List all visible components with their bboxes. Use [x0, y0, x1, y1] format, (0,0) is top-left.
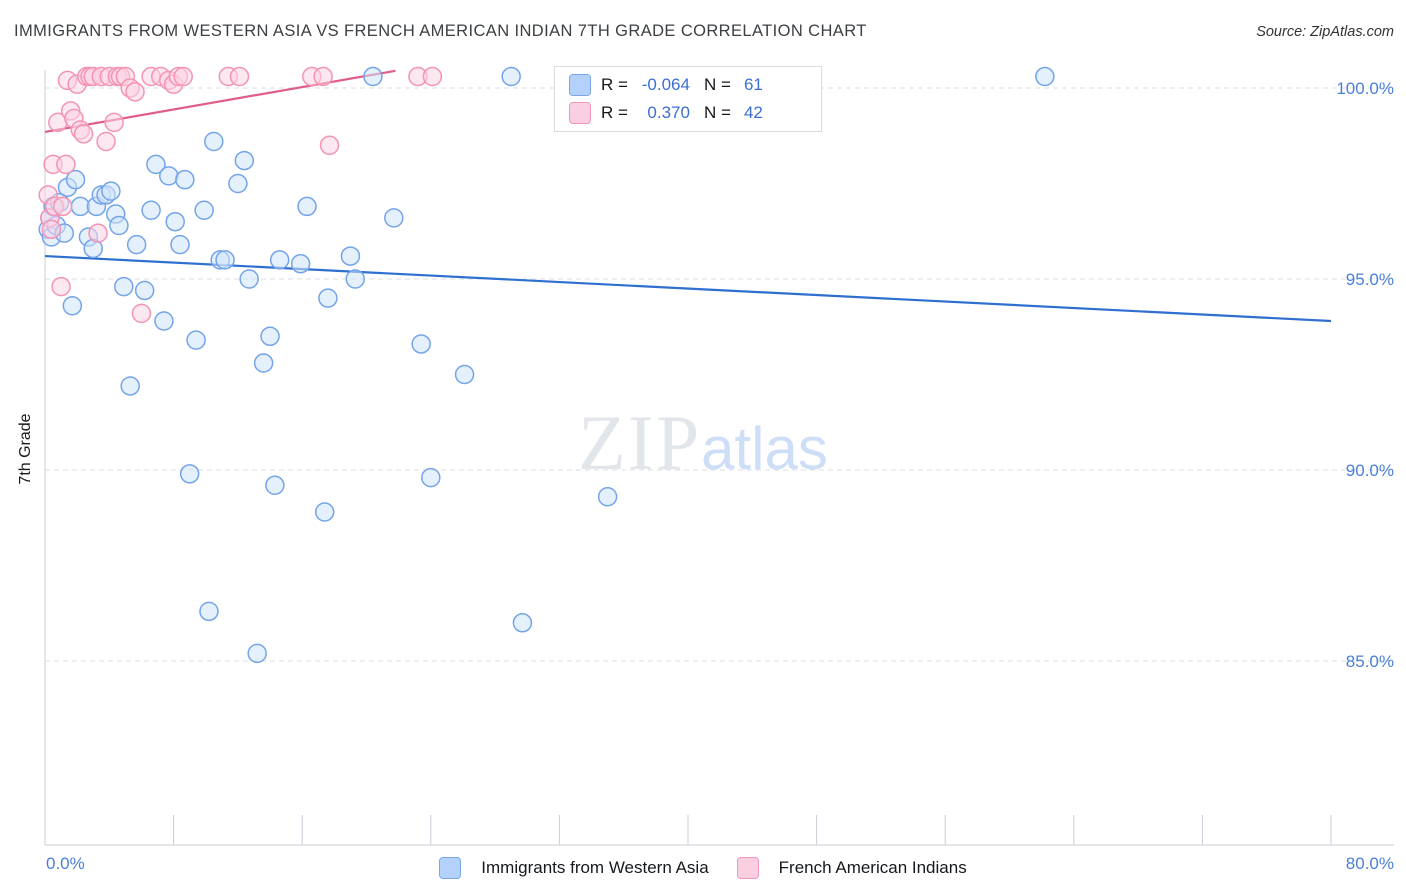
pink-r-value: 0.370 — [647, 103, 690, 122]
scatter-point-pink — [104, 112, 124, 133]
stats-row-pink: R = 0.370 N = 42 — [569, 102, 807, 124]
scatter-point-blue — [253, 353, 274, 373]
y-tick-label: 85.0% — [1346, 652, 1394, 671]
scatter-point-blue — [65, 169, 86, 190]
scatter-point-pink — [319, 135, 340, 156]
scatter-point-pink — [131, 303, 152, 324]
scatter-point-blue — [204, 131, 224, 152]
scatter-point-blue — [159, 166, 179, 186]
scatter-point-blue — [70, 196, 91, 217]
bottom-axis-bar: 0.0% Immigrants from Western Asia French… — [0, 850, 1406, 886]
y-tick-label: 95.0% — [1346, 270, 1394, 289]
scatter-point-blue — [215, 250, 235, 270]
scatter-point-blue — [120, 376, 140, 396]
x-axis-min-label: 0.0% — [46, 854, 85, 873]
scatter-point-blue — [114, 276, 134, 297]
trend-line — [44, 69, 396, 134]
scatter-point-blue — [62, 295, 83, 316]
scatter-point-blue — [269, 250, 290, 270]
scatter-point-blue — [154, 311, 174, 331]
pink-series-swatch — [569, 102, 591, 124]
scatter-point-pink — [229, 66, 250, 87]
source-attribution: Source: ZipAtlas.com — [1256, 24, 1394, 40]
scatter-point-pink — [88, 223, 108, 243]
scatter-point-blue — [421, 467, 441, 488]
scatter-point-blue — [345, 269, 365, 289]
scatter-point-blue — [384, 208, 404, 228]
scatter-point-pink — [422, 66, 443, 87]
scatter-point-blue — [597, 486, 618, 507]
scatter-point-blue — [186, 330, 206, 350]
scatter-point-blue — [194, 200, 214, 220]
scatter-point-blue — [101, 181, 121, 201]
scatter-point-pink — [96, 131, 116, 152]
scatter-point-blue — [228, 173, 248, 194]
scatter-point-blue — [175, 169, 195, 190]
scatter-point-blue — [109, 215, 129, 236]
scatter-point-blue — [297, 196, 317, 217]
scatter-point-pink — [125, 82, 145, 102]
scatter-point-blue — [141, 200, 161, 220]
scatter-point-blue — [170, 234, 190, 255]
scatter-point-blue — [454, 364, 475, 385]
scatter-point-pink — [51, 276, 71, 297]
scatter-point-blue — [199, 601, 219, 622]
scatter-point-blue — [247, 643, 267, 664]
series-legend: Immigrants from Western Asia French Amer… — [0, 850, 1406, 886]
legend-pink-swatch-icon — [736, 857, 759, 879]
scatter-point-blue — [512, 613, 533, 633]
stats-legend-box: R = -0.064 N = 61 R = 0.370 N = 42 — [554, 66, 822, 132]
scatter-point-blue — [1035, 66, 1055, 87]
page-title: IMMIGRANTS FROM WESTERN ASIA VS FRENCH A… — [14, 22, 867, 40]
blue-n-label: N = — [703, 75, 731, 94]
scatter-point-blue — [363, 66, 383, 87]
scatter-point-blue — [411, 334, 431, 354]
blue-series-swatch — [569, 74, 591, 96]
trend-line — [44, 254, 1332, 323]
pink-n-label: N = — [703, 103, 731, 122]
scatter-point-pink — [173, 66, 193, 87]
y-tick-label: 100.0% — [1336, 79, 1394, 98]
scatter-point-blue — [265, 475, 285, 496]
stats-row-blue: R = -0.064 N = 61 — [569, 74, 807, 96]
scatter-point-pink — [73, 124, 94, 144]
pink-r-label: R = — [601, 103, 628, 122]
scatter-point-blue — [234, 150, 255, 171]
scatter-point-blue — [146, 154, 166, 175]
scatter-point-blue — [260, 326, 280, 347]
scatter-point-blue — [318, 288, 338, 308]
scatter-point-blue — [314, 502, 335, 522]
scatter-point-blue — [340, 246, 361, 266]
scatter-point-blue — [179, 464, 200, 484]
scatter-point-blue — [239, 269, 259, 289]
scatter-point-pink — [313, 66, 333, 87]
blue-r-value: -0.064 — [641, 75, 690, 94]
scatter-point-blue — [126, 234, 147, 255]
scatter-point-blue — [290, 253, 311, 274]
y-tick-label: 90.0% — [1346, 461, 1394, 480]
legend-pink-label: French American Indians — [778, 858, 967, 877]
legend-entry-pink: French American Indians — [736, 857, 967, 879]
legend-blue-swatch-icon — [439, 857, 462, 879]
x-axis-max-label: 80.0% — [1345, 854, 1394, 873]
legend-entry-blue: Immigrants from Western Asia — [439, 857, 709, 879]
scatter-point-blue — [134, 280, 155, 301]
y-axis-title: 7th Grade — [17, 413, 34, 485]
scatter-point-pink — [41, 219, 62, 240]
blue-n-value: 61 — [743, 75, 763, 94]
scatter-point-blue — [165, 211, 185, 232]
scatter-point-blue — [501, 66, 521, 87]
pink-n-value: 42 — [743, 103, 763, 122]
legend-blue-label: Immigrants from Western Asia — [481, 858, 709, 877]
scatter-point-pink — [52, 196, 73, 217]
blue-r-label: R = — [601, 75, 628, 94]
scatter-point-pink — [56, 154, 76, 175]
